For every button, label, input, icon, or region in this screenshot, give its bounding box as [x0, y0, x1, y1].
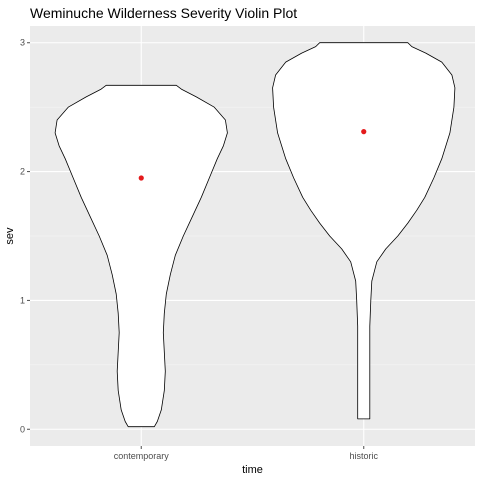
- violins: [54, 42, 456, 428]
- y-tick-label: 3: [20, 38, 25, 48]
- x-tick-label-historic: historic: [349, 451, 378, 461]
- violin-contemporary: [54, 84, 228, 428]
- mean-points: [138, 129, 367, 181]
- x-axis: contemporary historic: [114, 446, 378, 461]
- y-axis: 0 1 2 3: [20, 38, 30, 434]
- x-axis-label: time: [242, 464, 263, 476]
- x-tick-label-contemporary: contemporary: [114, 451, 170, 461]
- y-tick-label: 0: [20, 424, 25, 434]
- mean-point-contemporary: [138, 175, 144, 181]
- violin-historic: [272, 42, 456, 420]
- mean-point-historic: [361, 129, 367, 135]
- y-tick-label: 1: [20, 295, 25, 305]
- y-axis-label: sev: [4, 227, 16, 245]
- y-tick-label: 2: [20, 167, 25, 177]
- chart-title: Weminuche Wilderness Severity Violin Plo…: [30, 5, 297, 21]
